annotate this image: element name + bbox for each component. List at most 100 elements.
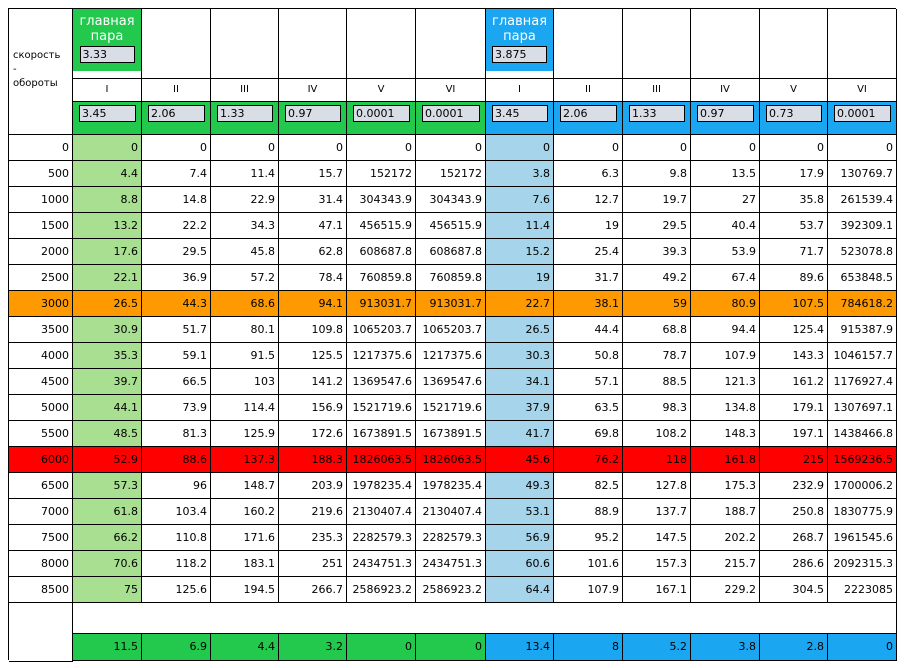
speed-value-cell: 68.8 (623, 317, 691, 343)
gear-ratio-input[interactable]: 1.33 (629, 105, 685, 122)
speed-value-cell: 38.1 (554, 291, 623, 317)
speed-value-cell: 44.3 (142, 291, 211, 317)
speed-value-cell: 0 (554, 135, 623, 161)
speed-value-cell: 161.8 (691, 447, 760, 473)
gear-ratio-cell: 1.33 (623, 102, 691, 135)
gear-ratio-input[interactable]: 0.0001 (834, 105, 891, 122)
speed-value-cell: 1521719.6 (416, 395, 486, 421)
speed-value-cell: 2130407.4 (347, 499, 416, 525)
speed-value-cell: 63.5 (554, 395, 623, 421)
speed-value-cell: 134.8 (691, 395, 760, 421)
gear-name-cell: III (623, 79, 691, 102)
empty-cell (623, 603, 691, 634)
gear-ratio-input[interactable]: 3.45 (79, 105, 136, 122)
main-pair-input[interactable]: 3.875 (492, 46, 547, 63)
speed-value-cell: 45.8 (211, 239, 279, 265)
speed-value-cell: 1046157.7 (828, 343, 897, 369)
speed-value-cell: 1830775.9 (828, 499, 897, 525)
speed-value-cell: 95.2 (554, 525, 623, 551)
speed-value-cell: 109.8 (279, 317, 347, 343)
speed-value-cell: 148.3 (691, 421, 760, 447)
speed-value-cell: 11.4 (486, 213, 554, 239)
rpm-cell: 1000 (9, 187, 73, 213)
max-speed-cell: 2.8 (760, 634, 828, 661)
speed-value-cell: 26.5 (73, 291, 142, 317)
speed-value-cell: 15.7 (279, 161, 347, 187)
speed-value-cell: 179.1 (760, 395, 828, 421)
speed-value-cell: 98.3 (623, 395, 691, 421)
speed-value-cell: 19 (554, 213, 623, 239)
speed-value-cell: 784618.2 (828, 291, 897, 317)
speed-value-cell: 31.7 (554, 265, 623, 291)
gear-ratio-cell: 2.06 (142, 102, 211, 135)
speed-value-cell: 0 (828, 135, 897, 161)
speed-value-cell: 137.7 (623, 499, 691, 525)
gear-ratio-input[interactable]: 0.0001 (422, 105, 480, 122)
main-pair-block: главная пара 3.33 (73, 9, 141, 71)
speed-value-cell: 81.3 (142, 421, 211, 447)
speed-value-cell: 27 (691, 187, 760, 213)
empty-cell (760, 603, 828, 634)
empty-cell (142, 603, 211, 634)
gear-ratio-input[interactable]: 3.45 (492, 105, 548, 122)
speed-value-cell: 6.3 (554, 161, 623, 187)
rpm-cell: 5000 (9, 395, 73, 421)
gear-ratio-input[interactable]: 2.06 (560, 105, 617, 122)
speed-value-cell: 49.3 (486, 473, 554, 499)
speed-value-cell: 69.8 (554, 421, 623, 447)
gear-ratio-input[interactable]: 0.97 (697, 105, 754, 122)
speed-value-cell: 45.6 (486, 447, 554, 473)
speed-value-cell: 125.4 (760, 317, 828, 343)
main-pair-cell: главная пара 3.875 (486, 9, 554, 79)
main-pair-title: главная пара (79, 14, 135, 44)
speed-value-cell: 19.7 (623, 187, 691, 213)
speed-value-cell: 60.6 (486, 551, 554, 577)
gear-ratio-cell: 0.97 (691, 102, 760, 135)
speed-value-cell: 760859.8 (416, 265, 486, 291)
speed-value-cell: 0 (73, 135, 142, 161)
dash-label: - (13, 64, 17, 75)
empty-label-cell (9, 603, 73, 662)
speed-value-cell: 141.2 (279, 369, 347, 395)
speed-value-cell: 30.9 (73, 317, 142, 343)
speed-value-cell: 392309.1 (828, 213, 897, 239)
gear-ratio-cell: 1.33 (211, 102, 279, 135)
speed-value-cell: 1978235.4 (347, 473, 416, 499)
speed-value-cell: 1826063.5 (416, 447, 486, 473)
speed-value-cell: 0 (691, 135, 760, 161)
speed-value-cell: 1673891.5 (347, 421, 416, 447)
speed-value-cell: 250.8 (760, 499, 828, 525)
speed-value-cell: 118.2 (142, 551, 211, 577)
speed-value-cell: 61.8 (73, 499, 142, 525)
gear-ratio-input[interactable]: 0.73 (766, 105, 822, 122)
max-speed-cell: 3.8 (691, 634, 760, 661)
empty-cell (554, 603, 623, 634)
speed-value-cell: 67.4 (691, 265, 760, 291)
speed-value-cell: 188.7 (691, 499, 760, 525)
speed-value-cell: 1176927.4 (828, 369, 897, 395)
speed-value-cell: 22.7 (486, 291, 554, 317)
speed-value-cell: 125.6 (142, 577, 211, 603)
gear-ratio-input[interactable]: 2.06 (148, 105, 205, 122)
speed-value-cell: 167.1 (623, 577, 691, 603)
empty-cell (691, 603, 760, 634)
speed-value-cell: 1065203.7 (416, 317, 486, 343)
speed-value-cell: 108.2 (623, 421, 691, 447)
speed-value-cell: 14.8 (142, 187, 211, 213)
speed-value-cell: 913031.7 (347, 291, 416, 317)
speed-value-cell: 2223085 (828, 577, 897, 603)
speed-value-cell: 57.2 (211, 265, 279, 291)
rpm-cell: 500 (9, 161, 73, 187)
main-pair-input[interactable]: 3.33 (79, 46, 135, 63)
speed-value-cell: 1521719.6 (347, 395, 416, 421)
speed-value-cell: 251 (279, 551, 347, 577)
speed-value-cell: 0 (279, 135, 347, 161)
gear-ratio-input[interactable]: 0.97 (285, 105, 341, 122)
speed-value-cell: 215.7 (691, 551, 760, 577)
gear-ratio-input[interactable]: 0.0001 (353, 105, 410, 122)
speed-value-cell: 232.9 (760, 473, 828, 499)
speed-value-cell: 56.9 (486, 525, 554, 551)
speed-value-cell: 75 (73, 577, 142, 603)
gear-ratio-input[interactable]: 1.33 (217, 105, 273, 122)
speed-value-cell: 114.4 (211, 395, 279, 421)
